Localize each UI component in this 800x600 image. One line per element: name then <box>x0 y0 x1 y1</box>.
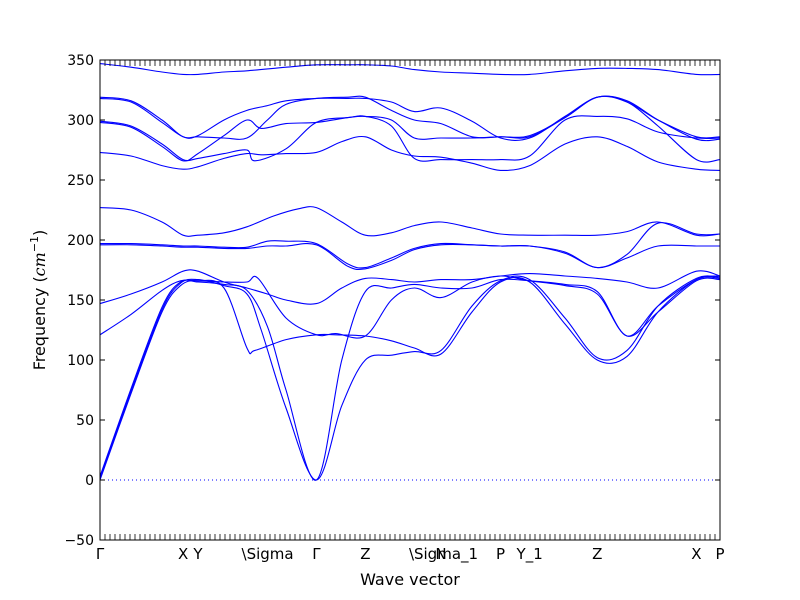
x-tick-label: P <box>496 545 505 563</box>
x-tick-label: X <box>178 545 188 563</box>
band-line-9 <box>99 135 721 172</box>
x-axis-label: Wave vector <box>360 570 460 589</box>
y-axis-label-sup: −1 <box>28 236 41 252</box>
x-tick-label: Y <box>192 545 203 563</box>
x-tick-label: Z <box>592 545 602 563</box>
band-line-13 <box>99 95 721 142</box>
x-tick-label: Z <box>360 545 370 563</box>
band-line-3 <box>99 275 721 481</box>
band-line-11 <box>99 115 721 162</box>
y-tick-label: 250 <box>67 173 94 189</box>
x-tick-labels: Γ X Y \Sigma Γ Z \Sigma_1N P Y_1 Z X P <box>96 545 725 564</box>
y-axis-label-math: cm <box>30 252 49 276</box>
y-tick-label: −50 <box>64 533 94 549</box>
x-tick-label: Γ <box>96 545 105 563</box>
y-tick-label: 300 <box>67 113 94 129</box>
y-tick-label: 0 <box>85 473 94 489</box>
x-tick-label: N <box>435 545 446 563</box>
x-tick-label: \Sigma_1 <box>409 545 478 564</box>
x-tick-label: \Sigma <box>242 545 294 563</box>
band-line-1 <box>99 276 721 481</box>
y-axis-label: Frequency (cm−1) <box>28 230 49 371</box>
band-line-5 <box>99 269 721 305</box>
x-tick-label: P <box>715 545 724 563</box>
band-series-layer <box>99 63 721 481</box>
y-tick-label: 150 <box>67 293 94 309</box>
band-line-2 <box>99 275 721 481</box>
x-tick-label: X <box>691 545 701 563</box>
tick-layer <box>99 59 721 541</box>
y-tick-label: 100 <box>67 353 94 369</box>
y-axis-label-suffix: ) <box>30 230 49 236</box>
x-tick-label: Γ <box>312 545 321 563</box>
y-tick-labels: −50 0 50 100 150 200 250 300 350 <box>64 53 94 549</box>
y-axis-label-prefix: Frequency ( <box>30 276 49 370</box>
x-tick-label: Y_1 <box>516 545 543 564</box>
band-line-14 <box>99 63 721 76</box>
y-tick-label: 350 <box>67 53 94 69</box>
band-line-8 <box>99 206 721 237</box>
y-tick-label: 200 <box>67 233 94 249</box>
band-line-4 <box>99 275 721 339</box>
band-line-7 <box>99 222 721 271</box>
y-tick-label: 50 <box>76 413 94 429</box>
